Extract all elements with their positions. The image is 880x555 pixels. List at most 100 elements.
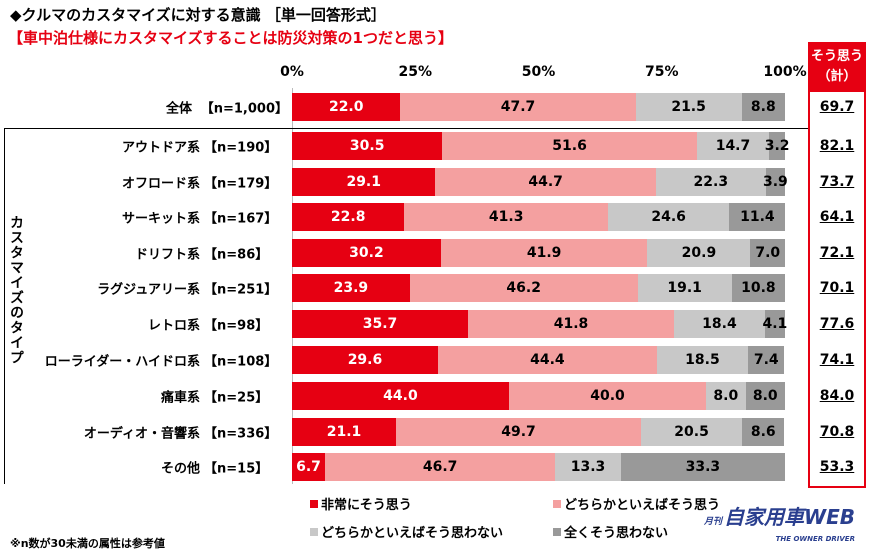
row-n: 【n=179】 bbox=[204, 176, 278, 192]
bar-segment-3: 13.3 bbox=[555, 453, 621, 481]
row-label: ドリフト系 bbox=[134, 247, 200, 263]
bar-value-label: 22.3 bbox=[693, 174, 729, 190]
bar-value-label: 7.0 bbox=[755, 245, 781, 261]
bar-segment-4: 4.1 bbox=[762, 310, 788, 338]
bar-value-label: 30.2 bbox=[349, 245, 384, 261]
bar-value-label: 22.8 bbox=[330, 209, 366, 225]
bar-segment-3: 14.7 bbox=[696, 132, 770, 160]
sum-value: 72.1 bbox=[819, 245, 855, 261]
row-n: 【n=336】 bbox=[204, 426, 278, 442]
bar-segment-1: 21.1 bbox=[292, 418, 397, 446]
legend-label: 全くそう思わない bbox=[564, 526, 669, 541]
logo-tagline: THE OWNER DRIVER bbox=[775, 535, 855, 543]
x-tick-label: 100% bbox=[763, 64, 807, 80]
row-label: オフロード系 bbox=[121, 176, 200, 192]
bar-segment-1: 30.2 bbox=[292, 239, 441, 267]
bar-value-label: 14.7 bbox=[715, 138, 751, 154]
bar-segment-4: 33.3 bbox=[620, 453, 785, 481]
bar-segment-3: 20.9 bbox=[647, 239, 751, 267]
bar-segment-2: 41.8 bbox=[468, 310, 675, 338]
row-n: 【n=86】 bbox=[204, 247, 269, 263]
bar-segment-2: 40.0 bbox=[508, 382, 707, 410]
row-n: 【n=167】 bbox=[204, 211, 278, 227]
bar-segment-1: 6.7 bbox=[292, 453, 326, 481]
bar-value-label: 21.5 bbox=[671, 99, 706, 115]
chart-title: ◆クルマのカスタマイズに対する意識 ［単一回答形式］ bbox=[10, 6, 386, 24]
bar-segment-3: 8.0 bbox=[706, 382, 746, 410]
bar-value-label: 22.0 bbox=[328, 99, 364, 115]
logo-prefix: 月刊 bbox=[704, 517, 723, 527]
group-label: カスタマイズのタイプ bbox=[8, 215, 24, 365]
legend-item: どちらかといえばそう思う bbox=[553, 494, 720, 513]
legend-item: 非常にそう思う bbox=[310, 494, 412, 513]
bar-value-label: 3.9 bbox=[762, 174, 788, 190]
bar-value-label: 13.3 bbox=[570, 459, 606, 475]
logo-text: 自家用車WEB bbox=[724, 505, 855, 529]
group-bracket bbox=[4, 128, 27, 484]
sum-value: 73.7 bbox=[819, 174, 855, 190]
footnote: ※n数が30未満の属性は参考値 bbox=[10, 537, 165, 550]
sum-value: 53.3 bbox=[819, 459, 855, 475]
row-label: レトロ系 bbox=[147, 318, 200, 334]
bar-value-label: 3.2 bbox=[764, 138, 790, 154]
row-n: 【n=108】 bbox=[204, 354, 278, 370]
bar-value-label: 47.7 bbox=[500, 99, 536, 115]
logo-main: 月刊 自家用車WEB bbox=[704, 506, 855, 533]
bar-segment-4: 7.0 bbox=[750, 239, 785, 267]
bar-segment-1: 22.8 bbox=[292, 203, 405, 231]
bar-value-label: 41.3 bbox=[488, 209, 524, 225]
x-tick-label: 50% bbox=[521, 64, 556, 80]
bar-value-label: 10.8 bbox=[741, 280, 776, 296]
bar-value-label: 44.0 bbox=[383, 388, 418, 404]
bar-segment-4: 8.8 bbox=[741, 93, 785, 121]
bar-value-label: 29.6 bbox=[347, 352, 383, 368]
bar-segment-2: 44.7 bbox=[435, 168, 656, 196]
bar-value-label: 23.9 bbox=[333, 280, 369, 296]
bar-value-label: 19.1 bbox=[667, 280, 702, 296]
bar-segment-3: 20.5 bbox=[641, 418, 743, 446]
bar-value-label: 49.7 bbox=[501, 424, 536, 440]
bar-value-label: 11.4 bbox=[740, 209, 775, 225]
sum-header-line1: そう思う bbox=[810, 49, 863, 64]
bar-segment-2: 41.3 bbox=[404, 203, 608, 231]
row-n: 【n=1,000】 bbox=[200, 101, 288, 117]
x-tick-label: 75% bbox=[644, 64, 679, 80]
row-n: 【n=190】 bbox=[204, 140, 278, 156]
bar-segment-1: 22.0 bbox=[292, 93, 401, 121]
bar-value-label: 44.7 bbox=[528, 174, 563, 190]
bar-segment-2: 46.7 bbox=[325, 453, 556, 481]
bar-value-label: 46.7 bbox=[422, 459, 458, 475]
bar-segment-1: 29.6 bbox=[292, 346, 438, 374]
bar-segment-1: 30.5 bbox=[292, 132, 443, 160]
bar-segment-4: 3.9 bbox=[762, 168, 788, 196]
bar-segment-2: 49.7 bbox=[396, 418, 642, 446]
legend-swatch bbox=[310, 527, 318, 536]
bar-segment-1: 23.9 bbox=[292, 274, 410, 302]
bar-segment-4: 11.4 bbox=[729, 203, 786, 231]
sum-value: 82.1 bbox=[819, 138, 855, 154]
chart-subtitle: 【車中泊仕様にカスタマイズすることは防災対策の1つだと思う】 bbox=[8, 29, 453, 47]
sum-value: 74.1 bbox=[819, 352, 855, 368]
row-label: オーディオ・音響系 bbox=[83, 426, 200, 442]
bar-value-label: 6.7 bbox=[296, 459, 321, 475]
x-tick-label: 0% bbox=[280, 64, 304, 80]
row-label: サーキット系 bbox=[121, 211, 200, 227]
group-divider bbox=[4, 128, 808, 129]
legend-label: 非常にそう思う bbox=[321, 498, 412, 513]
bar-value-label: 21.1 bbox=[326, 424, 362, 440]
bar-value-label: 29.1 bbox=[346, 174, 381, 190]
bar-segment-3: 18.5 bbox=[656, 346, 749, 374]
bar-value-label: 20.5 bbox=[674, 424, 709, 440]
row-label: ローライダー・ハイドロ系 bbox=[44, 354, 200, 370]
row-label: ラグジュアリー系 bbox=[97, 282, 200, 298]
sum-header-line2: （計） bbox=[817, 69, 857, 84]
row-label: その他 bbox=[160, 461, 200, 477]
row-n: 【n=98】 bbox=[204, 318, 269, 334]
bar-segment-3: 18.4 bbox=[674, 310, 765, 338]
bar-value-label: 44.4 bbox=[530, 352, 565, 368]
bar-segment-4: 8.0 bbox=[745, 382, 785, 410]
bar-value-label: 4.1 bbox=[762, 316, 788, 332]
bar-value-label: 8.8 bbox=[750, 99, 776, 115]
bar-value-label: 33.3 bbox=[685, 459, 721, 475]
